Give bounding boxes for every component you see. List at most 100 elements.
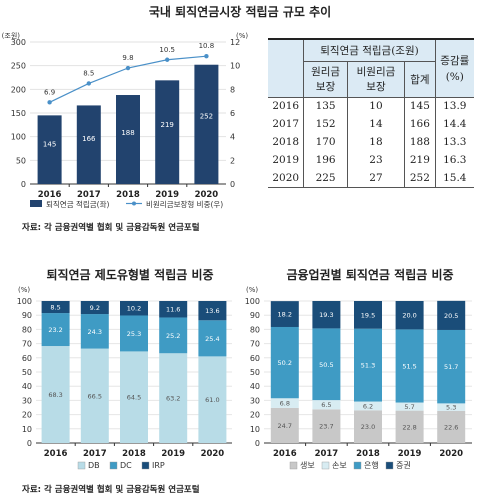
x-tick-label: 2017 — [77, 190, 101, 200]
line-data-label: 9.8 — [122, 54, 133, 62]
legend-swatch-IRP — [141, 461, 150, 470]
bar-segment-IRP — [80, 301, 109, 315]
bar-data-label: 252 — [200, 112, 213, 120]
bar-data-label: 25.2 — [166, 332, 180, 340]
bar-data-label: 9.2 — [90, 304, 100, 312]
y-tick-label: 70 — [250, 340, 260, 349]
bar-reserve — [155, 80, 180, 184]
table-cell-year: 2019 — [272, 154, 300, 166]
bar-segment-생보 — [270, 407, 299, 443]
bar-segment-생보 — [437, 410, 466, 443]
bar-data-label: 51.7 — [444, 363, 458, 371]
y-tick-label: 60 — [22, 354, 32, 363]
y-left-tick-label: 200 — [11, 85, 26, 94]
line-point — [204, 54, 209, 59]
table-cell-change: 16.3 — [434, 151, 474, 169]
table-principal-header-line2: 보장 — [315, 81, 336, 93]
legend-label-IRP: IRP — [152, 461, 165, 470]
table-cell-year: 2016 — [272, 100, 300, 113]
bar-segment-생보 — [354, 410, 382, 443]
legend-label-DC: DC — [120, 461, 132, 470]
bar-data-label: 25.4 — [205, 335, 219, 343]
table-cell-principal: 152 — [303, 115, 348, 133]
bar-segment-손보 — [354, 401, 382, 411]
table-cell-non-principal: 23 — [346, 151, 405, 169]
table-row: 2018 170 18 188 13.3 — [268, 133, 474, 151]
bar-data-label: 51.5 — [402, 362, 416, 370]
x-tick-label: 2018 — [116, 190, 140, 200]
x-tick-label: 2016 — [38, 190, 62, 200]
table-group-header: 퇴직연금 적립금(조원) — [303, 38, 436, 62]
y-right-tick-label: 10 — [230, 62, 240, 71]
y-axis-label: (%) — [18, 286, 30, 294]
bar-data-label: 6.5 — [321, 401, 331, 409]
legend-label-증권: 증권 — [396, 460, 411, 470]
bar-segment-DB — [120, 351, 148, 443]
bar-data-label: 68.3 — [48, 391, 62, 399]
bar-segment-증권 — [354, 301, 382, 329]
bar-data-label: 63.2 — [166, 395, 180, 403]
bar-segment-DB — [41, 346, 70, 443]
legend-swatch-은행 — [353, 461, 362, 470]
bar-data-label: 145 — [43, 140, 56, 148]
table-non-principal-header-line1: 비원리금 — [356, 66, 396, 78]
bar-data-label: 11.6 — [166, 306, 180, 314]
table-change-header: 증감률 (%) — [434, 38, 474, 97]
table-year-header — [268, 38, 304, 97]
y-axis-label: (%) — [246, 286, 258, 294]
bar-segment-DC — [80, 314, 109, 349]
line-data-label: 8.5 — [83, 69, 94, 77]
table-principal-header-line1: 원리금 — [311, 66, 341, 78]
y-tick-label: 70 — [22, 340, 32, 349]
bar-data-label: 24.7 — [278, 422, 292, 430]
legend-marker-share — [132, 201, 136, 206]
y-tick-label: 0 — [27, 439, 32, 448]
legend-label-손보: 손보 — [332, 461, 347, 470]
table-cell-non-principal: 10 — [346, 97, 405, 115]
table-principal-header: 원리금 보장 — [303, 61, 348, 97]
x-tick-label: 2016 — [273, 449, 297, 459]
y-tick-label: 10 — [22, 425, 32, 434]
bar-data-label: 51.3 — [361, 362, 375, 370]
table-cell-total: 188 — [404, 133, 436, 151]
bar-segment-증권 — [312, 301, 341, 329]
bar-segment-증권 — [395, 301, 424, 330]
table-change-header-label: 증감률 — [440, 55, 470, 68]
bar-segment-생보 — [312, 409, 341, 443]
table-non-principal-header-line2: 보장 — [366, 81, 386, 93]
bar-data-label: 5.7 — [404, 403, 414, 411]
x-tick-label: 2017 — [83, 449, 107, 459]
legend-label-share: 비원리금보장형 비중(우) — [146, 199, 223, 209]
plan-type-share-chart: 0 10 20 30 40 50 60 70 80 90 100 (%) 68.3 23.2 8.5 2016… — [17, 286, 232, 470]
line-data-label: 10.5 — [159, 46, 175, 54]
x-tick-label: 2020 — [439, 449, 463, 459]
bar-data-label: 6.8 — [280, 400, 290, 408]
y-left-tick-label: 250 — [11, 62, 26, 71]
bar-segment-DC — [159, 317, 188, 354]
y-right-tick-label: 0 — [230, 180, 235, 189]
line-data-label: 10.8 — [199, 42, 215, 50]
table-non-principal-header: 비원리금 보장 — [346, 61, 405, 97]
bar-data-label: 188 — [121, 129, 134, 137]
legend-swatch-생보 — [289, 461, 298, 470]
bar-segment-IRP — [159, 301, 188, 318]
table-cell-non-principal: 18 — [346, 133, 405, 151]
y-tick-label: 20 — [22, 411, 32, 420]
table-row: 2019 196 23 219 16.3 — [268, 151, 474, 169]
bar-segment-손보 — [395, 402, 424, 411]
legend-label-은행: 은행 — [364, 460, 379, 470]
bar-data-label: 64.5 — [127, 394, 141, 402]
bar-segment-DB — [159, 353, 188, 443]
table-cell-total: 252 — [404, 169, 436, 188]
bar-data-label: 8.5 — [50, 304, 60, 312]
bar-segment-DC — [41, 313, 70, 347]
table-cell-year: 2018 — [272, 136, 300, 148]
y-right-tick-label: 4 — [230, 133, 235, 142]
y-tick-label: 20 — [250, 411, 260, 420]
bar-data-label: 66.5 — [88, 392, 102, 400]
x-tick-label: 2019 — [161, 449, 185, 459]
bar-data-label: 20.0 — [402, 312, 416, 320]
bar-data-label: 61.0 — [205, 396, 219, 404]
y-left-tick-label: 100 — [11, 133, 26, 142]
bar-data-label: 23.7 — [319, 423, 333, 431]
